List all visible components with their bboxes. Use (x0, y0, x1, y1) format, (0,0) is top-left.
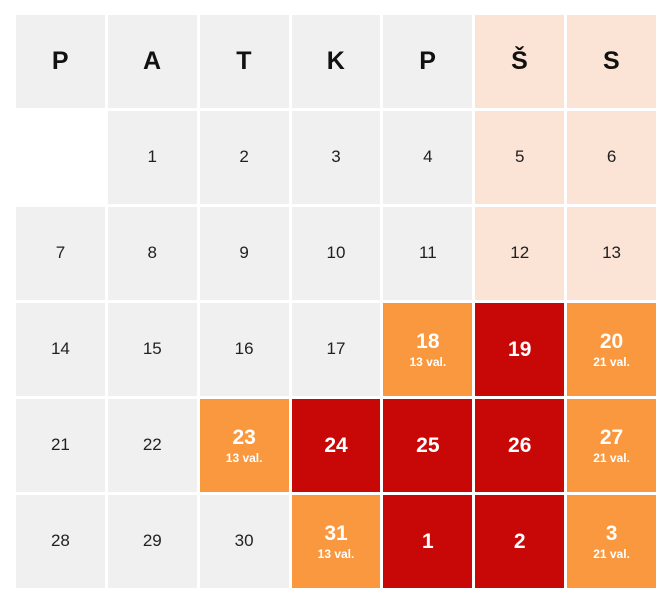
day-number: 16 (234, 339, 254, 359)
weekday-header-label: Š (511, 47, 529, 75)
day-number: 13 (602, 243, 622, 263)
day-cell[interactable]: 28 (16, 495, 105, 588)
day-number: 23 (232, 425, 256, 449)
day-number: 31 (324, 521, 348, 545)
day-number: 17 (326, 339, 346, 359)
day-number: 3 (331, 147, 341, 167)
weekday-header-label: S (602, 47, 621, 75)
day-cell[interactable]: 24 (291, 399, 381, 492)
day-number: 5 (514, 147, 525, 167)
day-number: 19 (508, 337, 532, 361)
day-number: 1 (147, 147, 157, 167)
day-cell[interactable]: 15 (107, 303, 197, 396)
weekday-header-label: K (326, 47, 346, 75)
day-cell[interactable]: 11 (383, 207, 473, 300)
day-cell[interactable]: 13 (567, 207, 656, 300)
day-number: 15 (142, 339, 162, 359)
day-number: 14 (50, 339, 70, 359)
day-number: 3 (605, 521, 618, 545)
day-number: 26 (508, 433, 532, 457)
weekday-header-label: P (51, 47, 70, 75)
day-number: 10 (326, 243, 346, 263)
day-number: 20 (599, 329, 624, 353)
weekday-header: T (199, 15, 289, 108)
day-number: 27 (599, 425, 624, 449)
day-cell[interactable]: 22 (107, 399, 197, 492)
day-number: 24 (324, 433, 348, 457)
day-hours-note: 21 val. (593, 354, 630, 369)
day-number: 28 (50, 531, 70, 551)
day-cell[interactable]: 3 (291, 111, 381, 204)
day-number: 7 (55, 243, 66, 263)
weekday-header: P (383, 15, 473, 108)
day-number: 1 (422, 529, 434, 553)
weekday-header-label: P (419, 47, 437, 75)
day-cell[interactable]: 30 (199, 495, 289, 588)
day-hours-note: 21 val. (593, 450, 630, 465)
weekday-header: Š (475, 15, 565, 108)
day-number: 25 (416, 433, 440, 457)
day-hours-note: 13 val. (409, 354, 447, 369)
day-number: 2 (513, 529, 526, 553)
weekday-header-label: T (236, 47, 253, 75)
day-cell[interactable]: 1 (383, 495, 473, 588)
day-hours-note: 21 val. (593, 546, 630, 561)
day-number: 11 (419, 243, 437, 263)
calendar-month-grid: P A T K P Š S 1 2 3 4 5 6 7 8 9 10 11 12 13 14 15 16 17 18 13 val… (16, 15, 656, 588)
day-hours-note: 13 val. (225, 450, 263, 465)
day-cell[interactable]: 16 (199, 303, 289, 396)
weekday-header: K (291, 15, 381, 108)
weekday-header: S (567, 15, 656, 108)
weekday-header: A (107, 15, 197, 108)
day-number: 21 (50, 435, 70, 455)
day-cell[interactable]: 8 (107, 207, 197, 300)
day-cell[interactable]: 31 13 val. (291, 495, 381, 588)
day-cell[interactable]: 18 13 val. (383, 303, 473, 396)
day-cell[interactable]: 2 (475, 495, 565, 588)
weekday-header-label: A (142, 47, 162, 75)
day-cell[interactable]: 10 (291, 207, 381, 300)
day-cell[interactable]: 23 13 val. (199, 399, 289, 492)
day-cell[interactable]: 20 21 val. (567, 303, 656, 396)
day-number: 8 (147, 243, 157, 263)
day-number: 12 (510, 243, 530, 263)
day-cell[interactable]: 9 (199, 207, 289, 300)
day-cell[interactable]: 14 (16, 303, 105, 396)
day-cell[interactable]: 27 21 val. (567, 399, 656, 492)
day-cell-empty (16, 111, 105, 204)
day-hours-note: 13 val. (317, 546, 355, 561)
day-cell[interactable]: 7 (16, 207, 105, 300)
day-number: 2 (239, 147, 249, 167)
day-cell[interactable]: 4 (383, 111, 473, 204)
day-cell[interactable]: 21 (16, 399, 105, 492)
day-cell[interactable]: 26 (475, 399, 565, 492)
day-cell[interactable]: 3 21 val. (567, 495, 656, 588)
day-cell[interactable]: 6 (567, 111, 656, 204)
day-cell[interactable]: 12 (475, 207, 565, 300)
weekday-header: P (16, 15, 105, 108)
day-cell[interactable]: 5 (475, 111, 565, 204)
day-cell[interactable]: 17 (291, 303, 381, 396)
day-number: 29 (142, 531, 162, 551)
day-cell[interactable]: 19 (475, 303, 565, 396)
day-number: 22 (142, 435, 162, 455)
day-cell[interactable]: 25 (383, 399, 473, 492)
day-number: 30 (234, 531, 254, 551)
day-cell[interactable]: 2 (199, 111, 289, 204)
day-number: 4 (423, 147, 433, 167)
day-cell[interactable]: 29 (107, 495, 197, 588)
day-number: 18 (416, 329, 440, 353)
day-cell[interactable]: 1 (107, 111, 197, 204)
day-number: 6 (606, 147, 617, 167)
day-number: 9 (239, 243, 249, 263)
